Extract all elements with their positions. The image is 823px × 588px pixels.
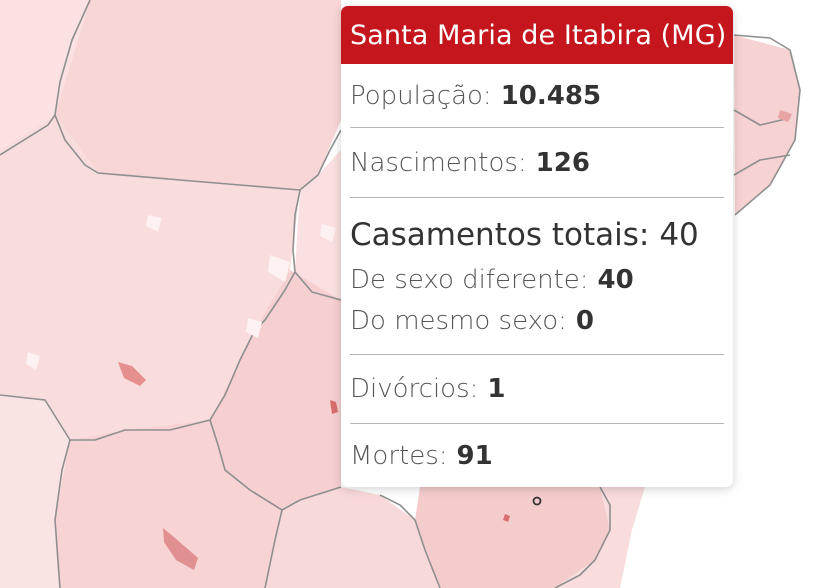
- map-pale-area: [268, 255, 290, 282]
- map-region[interactable]: [55, 0, 341, 190]
- map-region[interactable]: [0, 0, 90, 150]
- map-highlight[interactable]: [118, 362, 146, 386]
- casamentos-diferente-value: 40: [597, 264, 634, 295]
- map-region[interactable]: [210, 270, 341, 510]
- map-highlight[interactable]: [778, 110, 792, 122]
- casamentos-total-row: Casamentos totais: 40: [350, 217, 724, 253]
- state-borders: [0, 0, 801, 588]
- nascimentos-label: Nascimentos:: [350, 147, 527, 178]
- divorcios-value: 1: [487, 374, 506, 404]
- city-marker-icon[interactable]: [532, 496, 542, 506]
- casamentos-section: Casamentos totais: 40 De sexo diferente:…: [350, 198, 724, 355]
- map-pale-area: [246, 318, 262, 338]
- map-region[interactable]: [0, 115, 300, 440]
- nascimentos-row: Nascimentos: 126: [350, 128, 724, 198]
- map-region[interactable]: [295, 150, 341, 300]
- divorcios-label: Divórcios:: [350, 374, 479, 404]
- mortes-row: Mortes: 91: [350, 424, 724, 487]
- casamentos-mesmo-value: 0: [575, 305, 594, 336]
- map-region[interactable]: [265, 487, 440, 588]
- map-highlight[interactable]: [503, 514, 510, 522]
- map-highlight[interactable]: [163, 528, 198, 570]
- casamentos-diferente-label: De sexo diferente:: [350, 264, 589, 295]
- map-region[interactable]: [415, 487, 610, 588]
- mortes-label: Mortes:: [350, 440, 448, 471]
- casamentos-mesmo-row: Do mesmo sexo: 0: [350, 300, 724, 341]
- casamentos-diferente-row: De sexo diferente: 40: [350, 259, 724, 300]
- casamentos-total-value: 40: [659, 217, 699, 253]
- mortes-value: 91: [456, 440, 493, 471]
- nascimentos-value: 126: [535, 147, 590, 178]
- map-region[interactable]: [55, 420, 282, 588]
- map-region[interactable]: [734, 35, 800, 215]
- map-pale-area: [146, 215, 162, 232]
- populacao-row: População: 10.485: [350, 64, 724, 128]
- map-pale-area: [26, 352, 40, 370]
- casamentos-total-label: Casamentos totais:: [350, 217, 650, 253]
- municipality-tooltip: Santa Maria de Itabira (MG) População: 1…: [341, 6, 733, 487]
- map-highlight[interactable]: [330, 400, 338, 414]
- casamentos-mesmo-label: Do mesmo sexo:: [350, 305, 567, 336]
- populacao-label: População:: [350, 80, 492, 111]
- map-pale-area: [320, 224, 336, 242]
- populacao-value: 10.485: [500, 80, 602, 111]
- divorcios-row: Divórcios: 1: [350, 355, 724, 424]
- tooltip-title: Santa Maria de Itabira (MG): [341, 6, 733, 64]
- map-region[interactable]: [555, 487, 645, 588]
